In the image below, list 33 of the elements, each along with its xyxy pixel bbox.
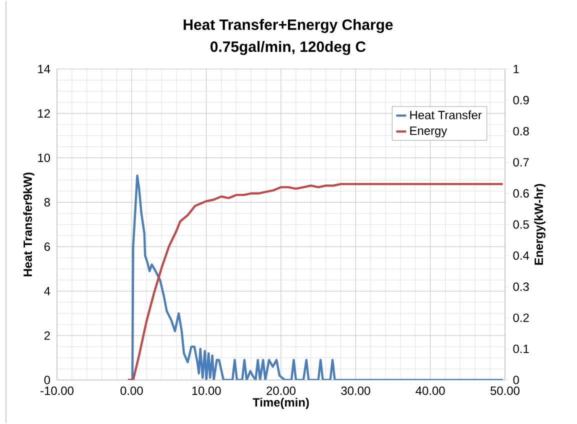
y2-tick-label: 0.7: [513, 158, 529, 167]
y-tick-label: 0: [44, 376, 50, 384]
y2-tick-label: 0.2: [513, 314, 529, 322]
y-tick-label: 2: [44, 331, 50, 340]
x-tick-label: -10.00: [40, 386, 74, 395]
chart-subtitle: 0.75gal/min, 120deg C: [210, 41, 366, 55]
y-tick-label: 6: [44, 242, 50, 251]
y2-axis-title: Energy(kW-hr): [534, 184, 546, 265]
x-tick-label: 10.00: [192, 386, 221, 395]
legend-label: Heat Transfer: [410, 110, 482, 120]
y2-tick-label: 0.5: [513, 220, 529, 229]
y2-tick-label: 0.3: [513, 282, 529, 291]
y-axis-title: Heat Transfer9kW): [23, 172, 34, 276]
legend-label: Energy: [410, 126, 448, 138]
y2-tick-label: 0: [513, 376, 519, 384]
y2-tick-label: 1: [514, 64, 519, 74]
y2-tick-label: 0.8: [513, 126, 529, 136]
y-tick-label: 12: [38, 109, 50, 118]
y-tick-label: 8: [44, 198, 50, 207]
x-tick-label: 40.00: [416, 386, 445, 395]
y-tick-label: 4: [44, 287, 50, 296]
y2-tick-label: 0.4: [513, 251, 530, 260]
y-tick-label: 14: [38, 64, 50, 74]
y2-tick-label: 0.6: [513, 189, 529, 198]
y-tick-label: 10: [38, 154, 50, 162]
y2-tick-label: 0.9: [513, 96, 529, 104]
x-axis-title: Time(min): [252, 398, 309, 409]
chart-title: Heat Transfer+Energy Charge: [184, 19, 393, 33]
x-tick-label: 20.00: [266, 386, 296, 395]
y2-tick-label: 0.1: [513, 344, 529, 354]
x-tick-label: 0.00: [120, 386, 143, 395]
x-tick-label: 30.00: [341, 386, 370, 395]
x-tick-label: 50.00: [490, 386, 520, 395]
